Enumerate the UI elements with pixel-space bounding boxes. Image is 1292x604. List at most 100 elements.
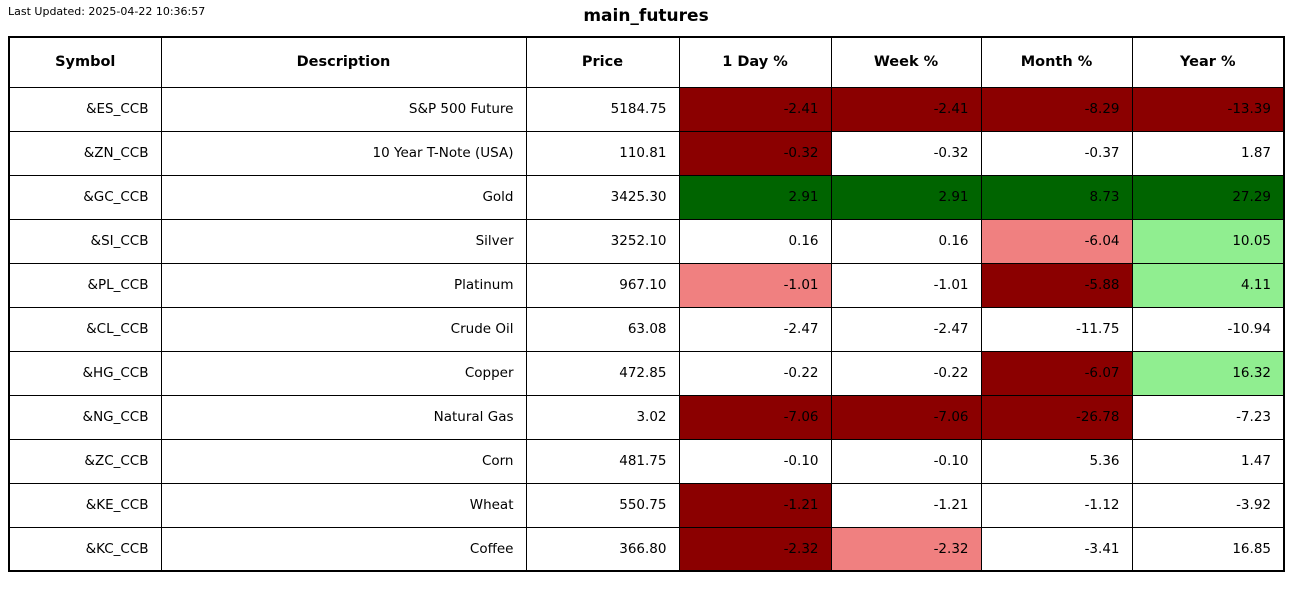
- cell-year-pct: 16.32: [1131, 350, 1285, 396]
- cell-price: 472.85: [525, 350, 680, 396]
- cell-week-pct: -2.41: [830, 86, 982, 132]
- last-updated-label: Last Updated: 2025-04-22 10:36:57: [8, 5, 206, 18]
- cell-week-pct: -7.06: [830, 394, 982, 440]
- cell-description: Platinum: [160, 262, 527, 308]
- cell-description: Silver: [160, 218, 527, 264]
- cell-week-pct: -2.32: [830, 526, 982, 572]
- table-row: &SI_CCB Silver 3252.10 0.16 0.16 -6.04 10.05: [8, 218, 1285, 264]
- column-header-symbol: Symbol: [8, 36, 162, 88]
- column-header-row: Symbol Description Price 1 Day % Week % Month…: [8, 36, 1285, 88]
- cell-price: 3425.30: [525, 174, 680, 220]
- cell-year-pct: 1.87: [1131, 130, 1285, 176]
- cell-price: 110.81: [525, 130, 680, 176]
- cell-year-pct: 1.47: [1131, 438, 1285, 484]
- cell-year-pct: -3.92: [1131, 482, 1285, 528]
- cell-month-pct: 8.73: [980, 174, 1133, 220]
- cell-description: Corn: [160, 438, 527, 484]
- cell-symbol: &KE_CCB: [8, 482, 162, 528]
- cell-symbol: &CL_CCB: [8, 306, 162, 352]
- cell-week-pct: -0.22: [830, 350, 982, 396]
- table-row: &KE_CCB Wheat 550.75 -1.21 -1.21 -1.12 -3.92: [8, 482, 1285, 528]
- cell-price: 366.80: [525, 526, 680, 572]
- cell-month-pct: -1.12: [980, 482, 1133, 528]
- cell-price: 967.10: [525, 262, 680, 308]
- cell-week-pct: -0.32: [830, 130, 982, 176]
- cell-day-pct: -0.22: [678, 350, 832, 396]
- cell-symbol: &SI_CCB: [8, 218, 162, 264]
- cell-day-pct: -7.06: [678, 394, 832, 440]
- cell-week-pct: 0.16: [830, 218, 982, 264]
- table-row: &NG_CCB Natural Gas 3.02 -7.06 -7.06 -26.78 -7…: [8, 394, 1285, 440]
- cell-month-pct: -6.04: [980, 218, 1133, 264]
- cell-year-pct: 4.11: [1131, 262, 1285, 308]
- cell-price: 5184.75: [525, 86, 680, 132]
- table-row: &KC_CCB Coffee 366.80 -2.32 -2.32 -3.41 16.85: [8, 526, 1285, 572]
- table-row: &GC_CCB Gold 3425.30 2.91 2.91 8.73 27.29: [8, 174, 1285, 220]
- cell-week-pct: 2.91: [830, 174, 982, 220]
- cell-day-pct: -0.32: [678, 130, 832, 176]
- cell-week-pct: -2.47: [830, 306, 982, 352]
- cell-week-pct: -1.21: [830, 482, 982, 528]
- cell-symbol: &PL_CCB: [8, 262, 162, 308]
- cell-symbol: &ZC_CCB: [8, 438, 162, 484]
- table-row: &ZC_CCB Corn 481.75 -0.10 -0.10 5.36 1.47: [8, 438, 1285, 484]
- cell-symbol: &KC_CCB: [8, 526, 162, 572]
- cell-price: 3252.10: [525, 218, 680, 264]
- cell-symbol: &NG_CCB: [8, 394, 162, 440]
- cell-price: 550.75: [525, 482, 680, 528]
- cell-month-pct: -3.41: [980, 526, 1133, 572]
- cell-year-pct: 27.29: [1131, 174, 1285, 220]
- column-header-year-pct: Year %: [1131, 36, 1285, 88]
- cell-symbol: &HG_CCB: [8, 350, 162, 396]
- column-header-day-pct: 1 Day %: [678, 36, 832, 88]
- cell-price: 3.02: [525, 394, 680, 440]
- cell-day-pct: -1.01: [678, 262, 832, 308]
- cell-day-pct: -2.32: [678, 526, 832, 572]
- cell-year-pct: 16.85: [1131, 526, 1285, 572]
- cell-month-pct: -0.37: [980, 130, 1133, 176]
- cell-description: Copper: [160, 350, 527, 396]
- cell-year-pct: 10.05: [1131, 218, 1285, 264]
- cell-description: Wheat: [160, 482, 527, 528]
- cell-description: Gold: [160, 174, 527, 220]
- table-body: &ES_CCB S&P 500 Future 5184.75 -2.41 -2.41 -8…: [8, 86, 1285, 572]
- cell-symbol: &GC_CCB: [8, 174, 162, 220]
- cell-month-pct: -6.07: [980, 350, 1133, 396]
- table-row: &ZN_CCB 10 Year T-Note (USA) 110.81 -0.32 -0…: [8, 130, 1285, 176]
- cell-week-pct: -1.01: [830, 262, 982, 308]
- table-row: &HG_CCB Copper 472.85 -0.22 -0.22 -6.07 16.32: [8, 350, 1285, 396]
- cell-day-pct: -0.10: [678, 438, 832, 484]
- cell-month-pct: -11.75: [980, 306, 1133, 352]
- cell-description: 10 Year T-Note (USA): [160, 130, 527, 176]
- table-row: &ES_CCB S&P 500 Future 5184.75 -2.41 -2.41 -8…: [8, 86, 1285, 132]
- cell-description: S&P 500 Future: [160, 86, 527, 132]
- page-title: main_futures: [583, 6, 709, 26]
- cell-year-pct: -10.94: [1131, 306, 1285, 352]
- cell-price: 481.75: [525, 438, 680, 484]
- cell-day-pct: -2.47: [678, 306, 832, 352]
- cell-month-pct: -8.29: [980, 86, 1133, 132]
- cell-price: 63.08: [525, 306, 680, 352]
- cell-month-pct: 5.36: [980, 438, 1133, 484]
- cell-description: Crude Oil: [160, 306, 527, 352]
- cell-day-pct: 0.16: [678, 218, 832, 264]
- cell-day-pct: -1.21: [678, 482, 832, 528]
- cell-year-pct: -7.23: [1131, 394, 1285, 440]
- cell-month-pct: -5.88: [980, 262, 1133, 308]
- futures-table: Symbol Description Price 1 Day % Week % Month…: [8, 36, 1285, 572]
- column-header-description: Description: [160, 36, 527, 88]
- cell-month-pct: -26.78: [980, 394, 1133, 440]
- cell-symbol: &ES_CCB: [8, 86, 162, 132]
- cell-day-pct: -2.41: [678, 86, 832, 132]
- table-row: &PL_CCB Platinum 967.10 -1.01 -1.01 -5.88 4.11: [8, 262, 1285, 308]
- column-header-price: Price: [525, 36, 680, 88]
- cell-symbol: &ZN_CCB: [8, 130, 162, 176]
- table-row: &CL_CCB Crude Oil 63.08 -2.47 -2.47 -11.75 -10…: [8, 306, 1285, 352]
- column-header-week-pct: Week %: [830, 36, 982, 88]
- cell-description: Natural Gas: [160, 394, 527, 440]
- cell-week-pct: -0.10: [830, 438, 982, 484]
- cell-year-pct: -13.39: [1131, 86, 1285, 132]
- column-header-month-pct: Month %: [980, 36, 1133, 88]
- cell-day-pct: 2.91: [678, 174, 832, 220]
- cell-description: Coffee: [160, 526, 527, 572]
